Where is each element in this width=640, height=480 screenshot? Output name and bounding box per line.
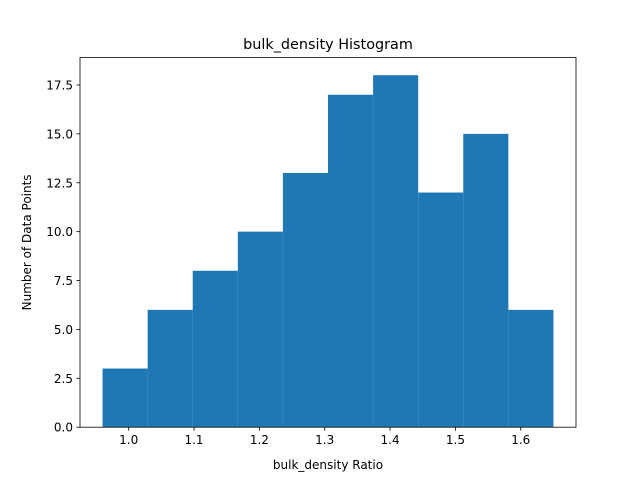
y-tick-label: 2.5 bbox=[54, 372, 73, 386]
histogram-bar-8 bbox=[418, 192, 464, 428]
histogram-bar-2 bbox=[147, 309, 193, 428]
histogram-bar-6 bbox=[328, 94, 374, 428]
x-tick-label: 1.4 bbox=[381, 433, 400, 447]
y-tick-label: 15.0 bbox=[46, 127, 73, 141]
chart-title: bulk_density Histogram bbox=[243, 37, 413, 53]
x-axis-label: bulk_density Ratio bbox=[273, 458, 383, 472]
y-tick-label: 17.5 bbox=[46, 78, 73, 92]
histogram-bar-3 bbox=[192, 270, 238, 428]
x-tick-label: 1.2 bbox=[250, 433, 269, 447]
x-tick-label: 1.6 bbox=[511, 433, 530, 447]
y-tick-label: 5.0 bbox=[54, 323, 73, 337]
x-tick-label: 1.1 bbox=[184, 433, 203, 447]
y-tick-label: 12.5 bbox=[46, 176, 73, 190]
histogram-bar-7 bbox=[373, 75, 419, 428]
y-axis-label: Number of Data Points bbox=[20, 174, 34, 310]
x-tick-label: 1.0 bbox=[119, 433, 138, 447]
histogram-bar-1 bbox=[102, 368, 148, 428]
x-tick-label: 1.5 bbox=[446, 433, 465, 447]
histogram-bar-5 bbox=[282, 172, 328, 428]
histogram-bar-10 bbox=[508, 309, 554, 428]
y-ticks-group: 0.0 2.5 5.0 7.5 10.0 12.5 15.0 17.5 bbox=[46, 78, 80, 435]
x-ticks-group: 1.0 1.1 1.2 1.3 1.4 1.5 1.6 bbox=[119, 427, 530, 447]
x-tick-label: 1.3 bbox=[315, 433, 334, 447]
y-tick-label: 10.0 bbox=[46, 225, 73, 239]
histogram-bar-4 bbox=[237, 231, 283, 428]
plot-frame bbox=[79, 57, 577, 428]
bars-group bbox=[102, 75, 554, 428]
y-tick-label: 0.0 bbox=[54, 421, 73, 435]
y-tick-label: 7.5 bbox=[54, 274, 73, 288]
histogram-bar-9 bbox=[463, 133, 509, 428]
